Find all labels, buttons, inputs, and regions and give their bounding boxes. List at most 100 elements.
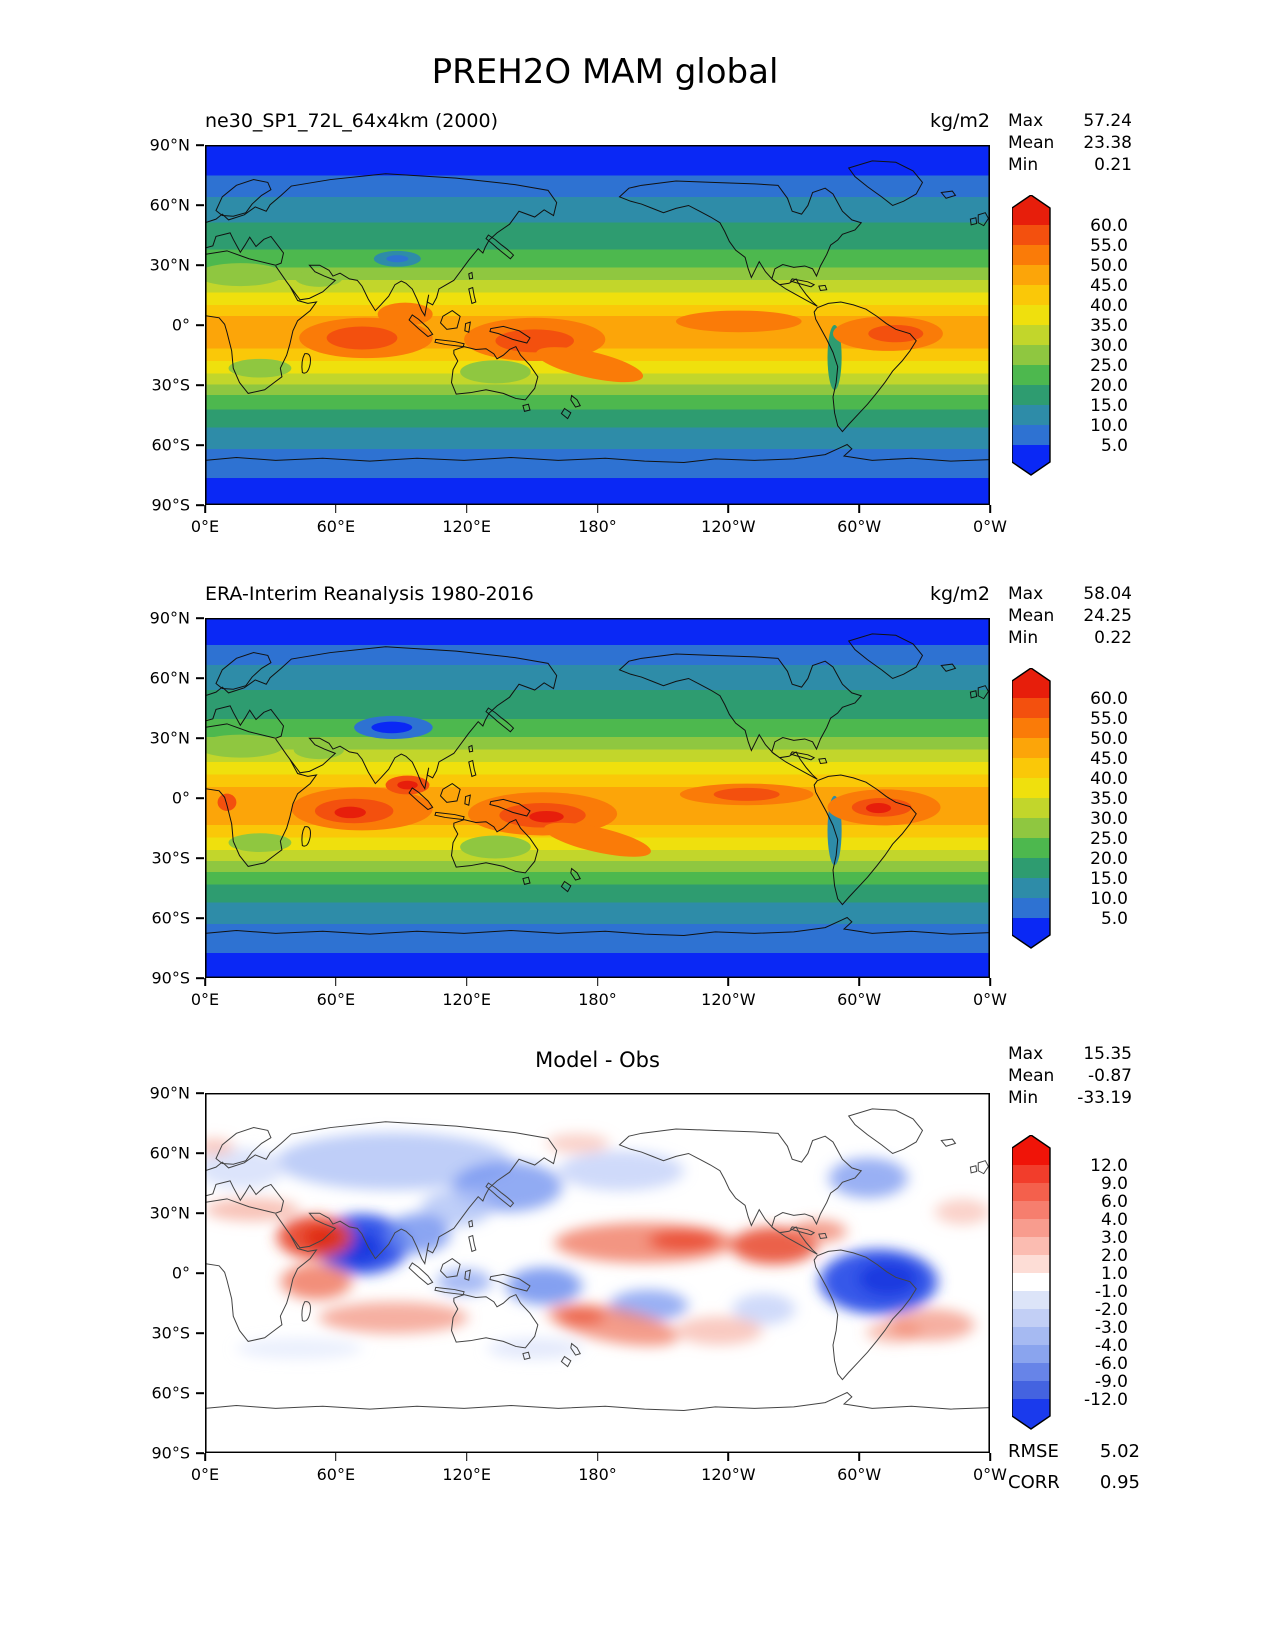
tick-label: 30°S	[151, 1323, 190, 1343]
map-frame	[205, 145, 990, 505]
colorbar-tick-label: 60.0	[1090, 216, 1128, 236]
tick-label: 0°W	[973, 990, 1007, 1009]
colorbar-tick-label: 55.0	[1090, 236, 1128, 256]
colorbar-tick-label: -12.0	[1084, 1390, 1128, 1410]
colorbar-tick-label: -3.0	[1095, 1318, 1128, 1338]
colorbar-tick-label: 1.0	[1101, 1264, 1128, 1284]
colorbar-tick-label: 30.0	[1090, 809, 1128, 829]
colorbar-tick-label: 60.0	[1090, 689, 1128, 709]
stat-label: Mean	[1008, 133, 1055, 154]
colorbar-segment	[1012, 1165, 1050, 1184]
colorbar-tick-label: 45.0	[1090, 276, 1128, 296]
stat-label: Mean	[1008, 1066, 1055, 1087]
stat-label: Min	[1008, 1088, 1039, 1109]
tick-mark	[196, 444, 204, 446]
tick-mark	[196, 264, 204, 266]
colorbar-tick-label: 6.0	[1101, 1192, 1128, 1212]
colorbar-tick-label: 10.0	[1090, 889, 1128, 909]
panel1-title: ne30_SP1_72L_64x4km (2000)	[205, 110, 499, 132]
colorbar-tick-label: 25.0	[1090, 356, 1128, 376]
colorbar-segment	[1012, 1183, 1050, 1202]
tick-label: 60°W	[837, 1465, 882, 1484]
stat-value: 5.02	[1099, 1441, 1140, 1462]
colorbar-tick-label: 20.0	[1090, 376, 1128, 396]
panel3-x-axis: 0°E 60°E 120°E 180° 120°W 60°W 0°W	[191, 1453, 1007, 1487]
panel1-stats: Max 57.24 Mean 23.38 Min 0.21	[1008, 110, 1132, 176]
colorbar-cap-top	[1012, 195, 1050, 225]
colorbar-cap-bottom	[1012, 1399, 1050, 1429]
tick-label: 0°E	[190, 517, 220, 536]
colorbar-outline	[1012, 195, 1051, 476]
colorbar-segment	[1012, 1201, 1050, 1220]
tick-mark	[196, 977, 204, 979]
colorbar-segment	[1012, 698, 1050, 719]
tick-mark	[596, 1453, 599, 1461]
colorbar-segment	[1012, 405, 1050, 426]
colorbar-tick-label: 35.0	[1090, 789, 1128, 809]
tick-label: 90°S	[151, 968, 190, 988]
tick-mark	[196, 617, 204, 619]
tick-mark	[196, 1452, 204, 1454]
colorbar-tick-label: 50.0	[1090, 729, 1128, 749]
colorbar-segment	[1012, 878, 1050, 899]
tick-label: 90°S	[151, 1443, 190, 1463]
panel3-map-area	[205, 1093, 990, 1453]
panel2-y-axis: 90°N 60°N 30°N 0° 30°S 60°S 90°S	[118, 609, 204, 988]
tick-mark	[196, 1212, 204, 1214]
tick-label: 180°	[578, 990, 617, 1009]
tick-mark	[196, 917, 204, 919]
colorbar-tick-label: -4.0	[1095, 1336, 1128, 1356]
colorbar-segment	[1012, 1219, 1050, 1238]
tick-mark	[196, 504, 204, 506]
colorbar-tick-label: 3.0	[1101, 1228, 1128, 1248]
stat-label: Max	[1008, 584, 1044, 604]
stat-row: RMSE 5.02	[1008, 1437, 1140, 1468]
tick-mark	[204, 1453, 206, 1461]
panel3-stats: Max 15.35 Mean -0.87 Min -33.19	[1008, 1043, 1132, 1109]
stat-value: 58.04	[1083, 584, 1132, 604]
tick-label: 90°N	[149, 608, 190, 628]
colorbar-segment	[1012, 718, 1050, 739]
stat-label: Max	[1008, 111, 1044, 131]
stat-row: Max 57.24	[1008, 110, 1132, 132]
colorbar-segment	[1012, 858, 1050, 879]
stat-value: 24.25	[1083, 606, 1132, 627]
colorbar-segment	[1012, 1309, 1050, 1328]
tick-mark	[196, 857, 204, 859]
panel1-colorbar: 60.055.050.045.040.035.030.025.020.015.0…	[1012, 195, 1128, 476]
tick-label: 60°W	[837, 990, 882, 1009]
tick-mark	[196, 1392, 204, 1394]
tick-label: 120°W	[701, 990, 756, 1009]
tick-label: 0°	[171, 788, 190, 808]
stat-row: Min -33.19	[1008, 1087, 1132, 1109]
stat-row: Mean 23.38	[1008, 132, 1132, 154]
colorbar-segment	[1012, 1345, 1050, 1364]
colorbar-segment	[1012, 1327, 1050, 1346]
tick-mark	[196, 677, 204, 679]
colorbar-tick-label: -1.0	[1095, 1282, 1128, 1302]
stat-value: 23.38	[1083, 133, 1132, 154]
panel3-extra-stats: RMSE 5.02 CORR 0.95	[1008, 1437, 1140, 1498]
map-frame	[205, 618, 990, 978]
panel3-title: Model - Obs	[535, 1048, 660, 1072]
tick-mark	[196, 1332, 204, 1334]
colorbar-segment	[1012, 385, 1050, 406]
tick-mark	[596, 505, 599, 513]
panel2-map-area	[205, 618, 990, 978]
colorbar-segment	[1012, 798, 1050, 819]
tick-label: 180°	[578, 517, 617, 536]
panel3-colorbar: 12.09.06.04.03.02.01.0-1.0-2.0-3.0-4.0-6…	[1012, 1135, 1128, 1430]
tick-label: 0°E	[190, 990, 220, 1009]
colorbar-segment	[1012, 758, 1050, 779]
tick-mark	[196, 737, 204, 739]
colorbar-tick-label: 25.0	[1090, 829, 1128, 849]
map-frame	[205, 1093, 990, 1453]
tick-mark	[196, 1152, 204, 1154]
colorbar-tick-label: 5.0	[1101, 436, 1128, 456]
colorbar-segment	[1012, 1273, 1050, 1292]
tick-label: 90°S	[151, 495, 190, 515]
tick-mark	[335, 978, 337, 986]
tick-mark	[196, 324, 204, 326]
tick-mark	[204, 978, 206, 986]
stat-row: Mean 24.25	[1008, 605, 1132, 627]
